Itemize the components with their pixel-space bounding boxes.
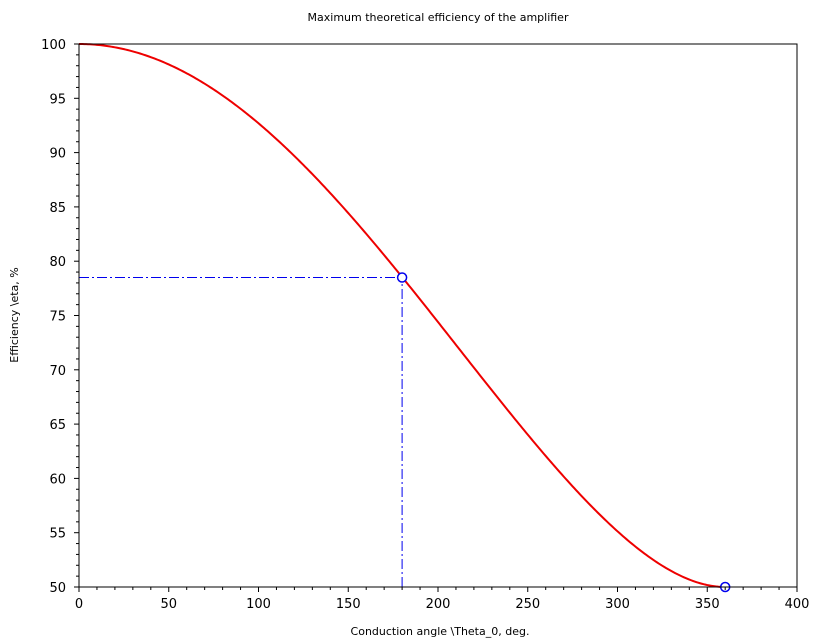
x-axis: 0 50 100 150 200 250 300 350 400: [75, 587, 810, 612]
y-tick-label: 85: [49, 201, 66, 216]
plot-area: [78, 43, 731, 593]
x-tick-label: 300: [605, 597, 630, 612]
x-tick-label: 250: [515, 597, 540, 612]
y-tick-label: 95: [49, 92, 66, 107]
x-tick-label: 400: [785, 597, 810, 612]
y-tick-label: 90: [49, 147, 66, 162]
x-tick-label: 100: [246, 597, 271, 612]
x-tick-label: 0: [75, 597, 83, 612]
x-axis-title: Conduction angle \Theta_0, deg.: [351, 625, 530, 638]
y-tick-label: 80: [49, 255, 66, 270]
x-tick-label: 350: [695, 597, 720, 612]
marker-point-1: [396, 272, 408, 283]
y-tick-label: 70: [49, 364, 66, 379]
plot-frame: [78, 43, 798, 588]
y-tick-label: 100: [41, 38, 66, 53]
y-tick-label: 65: [49, 418, 66, 433]
y-tick-label: 60: [49, 472, 66, 487]
y-tick-label: 55: [49, 527, 66, 542]
x-tick-label: 150: [336, 597, 361, 612]
y-axis: 50 55 60 65 70 75 80 85 90 95 100: [41, 38, 79, 596]
y-axis-title: Efficiency \eta, %: [8, 267, 21, 362]
chart-title: Maximum theoretical efficiency of the am…: [308, 11, 569, 24]
y-tick-label: 50: [49, 581, 66, 596]
x-tick-label: 200: [426, 597, 451, 612]
y-tick-label: 75: [49, 310, 66, 325]
x-tick-label: 50: [160, 597, 177, 612]
